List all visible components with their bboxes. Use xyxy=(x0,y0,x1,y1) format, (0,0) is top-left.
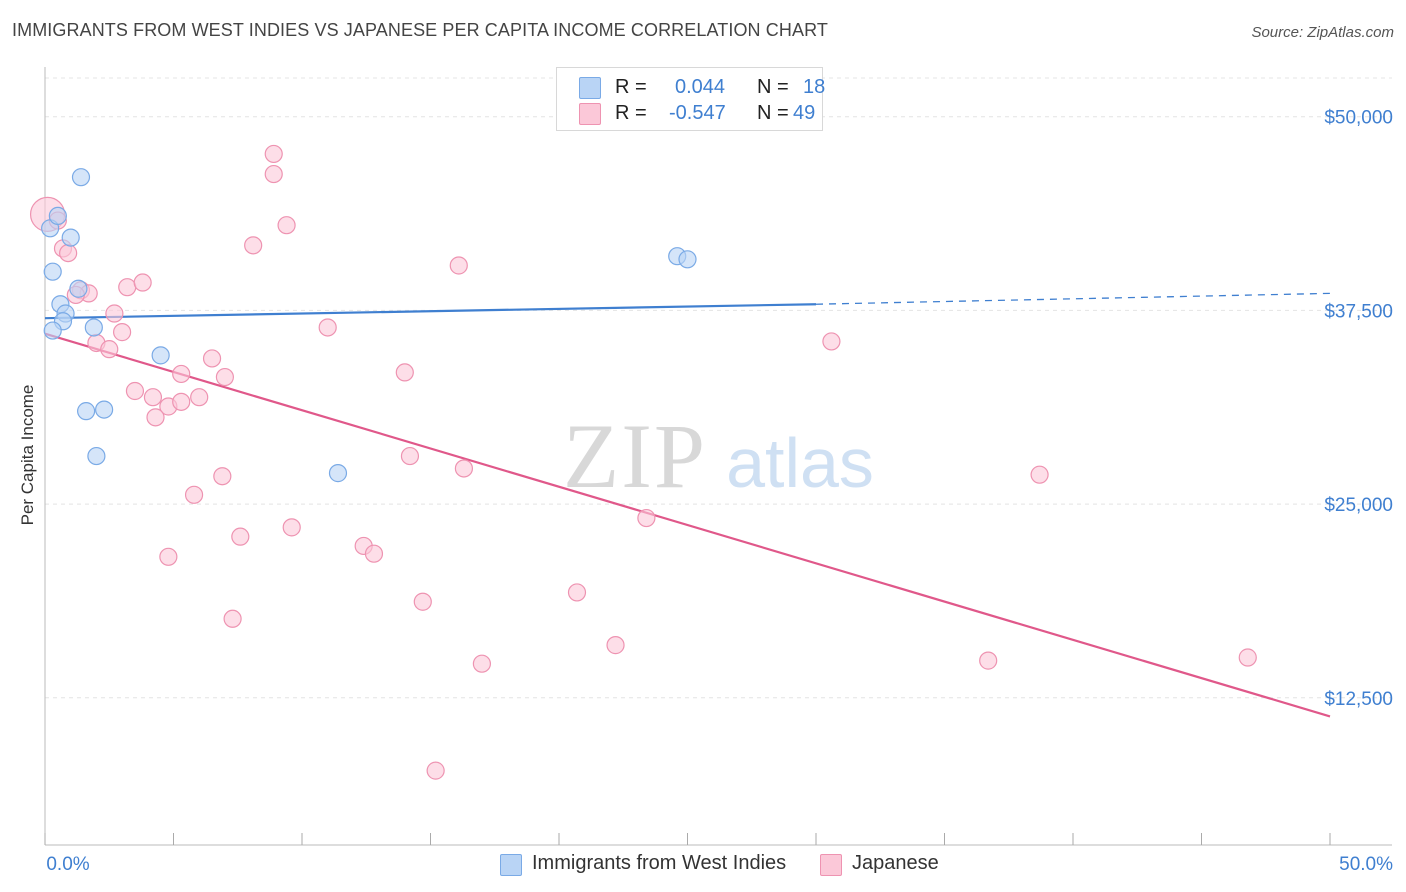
point-japanese xyxy=(118,278,137,297)
bottom-legend-label: Immigrants from West Indies xyxy=(532,852,787,874)
point-japanese xyxy=(244,236,263,255)
point-japanese xyxy=(413,592,432,611)
point-west-indies xyxy=(71,168,91,187)
legend-swatch-japanese xyxy=(579,103,601,125)
point-west-indies xyxy=(87,446,106,466)
point-japanese xyxy=(449,256,468,275)
point-japanese xyxy=(264,144,283,164)
x-tick-label: 0.0% xyxy=(46,854,89,875)
y-axis-label: Per Capita Income xyxy=(18,384,37,526)
trend-line-west-indies xyxy=(44,303,817,320)
y-tick-label: $12,500 xyxy=(1324,689,1393,710)
point-japanese xyxy=(223,609,242,628)
point-japanese xyxy=(264,164,283,184)
x-tick-label: 50.0% xyxy=(1339,854,1393,875)
chart-title: IMMIGRANTS FROM WEST INDIES VS JAPANESE … xyxy=(12,20,828,40)
trend-line-japanese xyxy=(44,332,1331,718)
legend-n-label: N = xyxy=(757,102,789,124)
point-west-indies xyxy=(678,250,697,269)
point-west-indies xyxy=(77,402,96,421)
point-japanese xyxy=(400,446,420,466)
point-japanese xyxy=(184,485,204,504)
point-west-indies xyxy=(43,262,62,281)
data-points xyxy=(29,144,1257,780)
legend-r-label: R = xyxy=(615,76,647,98)
point-japanese xyxy=(59,243,78,263)
trend-line-west-indies-extension xyxy=(815,292,1331,305)
watermark-atlas: atlas xyxy=(726,424,874,502)
point-japanese xyxy=(282,518,301,537)
point-japanese xyxy=(112,323,132,342)
point-japanese xyxy=(364,544,384,563)
watermark-zip: ZIP xyxy=(563,405,707,507)
grid-lines xyxy=(45,77,1392,699)
legend-n-label: N = xyxy=(757,76,789,98)
bottom-legend-label: Japanese xyxy=(852,852,939,874)
point-west-indies xyxy=(151,346,170,365)
point-japanese xyxy=(277,216,296,235)
bottom-legend-swatch-japanese xyxy=(820,854,842,876)
point-japanese xyxy=(202,349,222,368)
point-japanese xyxy=(100,340,119,359)
trend-lines xyxy=(44,292,1331,718)
point-west-indies xyxy=(69,279,88,298)
point-west-indies xyxy=(43,321,62,340)
point-west-indies xyxy=(48,206,67,226)
point-japanese xyxy=(125,381,145,401)
x-tick-labels: 0.0% 50.0% xyxy=(46,854,1393,875)
point-japanese xyxy=(133,273,152,292)
point-japanese xyxy=(472,654,491,673)
y-tick-label: $25,000 xyxy=(1324,495,1393,516)
point-japanese xyxy=(637,508,656,528)
point-japanese xyxy=(426,761,445,780)
point-japanese xyxy=(215,367,234,387)
point-japanese xyxy=(822,332,841,351)
legend-r-value: 0.044 xyxy=(675,76,726,98)
legend-swatch-west-indies xyxy=(579,77,601,99)
point-japanese xyxy=(172,392,191,411)
point-japanese xyxy=(231,527,250,546)
point-west-indies xyxy=(95,400,114,419)
legend-r-label: R = xyxy=(615,102,647,124)
axes xyxy=(44,67,1392,846)
point-japanese xyxy=(567,583,587,602)
legend-r-value: -0.547 xyxy=(669,102,726,124)
watermark: ZIP atlas xyxy=(563,405,874,507)
correlation-legend: R = 0.044 N = 18 R = -0.547 N = 49 xyxy=(556,67,826,131)
legend-n-value: 18 xyxy=(803,76,826,98)
point-japanese xyxy=(395,363,414,382)
y-tick-label: $37,500 xyxy=(1324,301,1393,322)
y-tick-labels: $12,500 $25,000 $37,500 $50,000 xyxy=(1324,108,1393,710)
point-japanese xyxy=(159,547,178,566)
point-west-indies xyxy=(61,228,80,247)
point-japanese xyxy=(190,388,209,407)
point-japanese xyxy=(1238,648,1257,667)
point-west-indies xyxy=(328,464,348,483)
point-japanese xyxy=(146,408,165,427)
point-japanese xyxy=(318,318,337,337)
legend-n-value: 49 xyxy=(793,102,816,124)
point-japanese xyxy=(1030,465,1049,484)
source-label: Source: ZipAtlas.com xyxy=(1251,24,1394,41)
y-tick-label: $50,000 xyxy=(1324,108,1393,129)
point-west-indies xyxy=(84,318,103,337)
bottom-legend-swatch-west-indies xyxy=(500,854,522,876)
point-japanese xyxy=(105,304,124,323)
point-japanese xyxy=(454,459,474,478)
point-japanese xyxy=(213,467,232,486)
point-japanese xyxy=(606,636,625,655)
point-japanese xyxy=(143,388,163,407)
point-japanese xyxy=(979,651,998,670)
point-japanese xyxy=(172,364,191,384)
